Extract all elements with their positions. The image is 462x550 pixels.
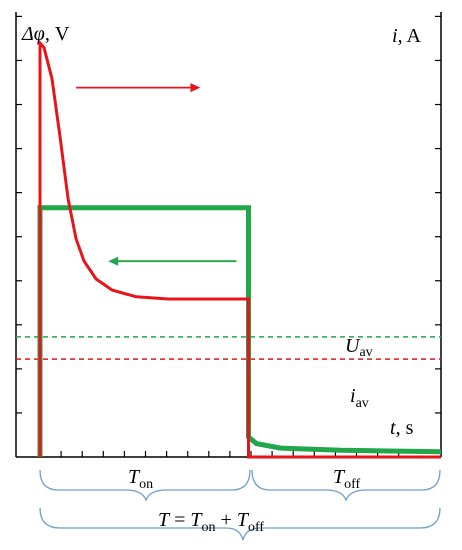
t-on-brace: [39, 469, 251, 502]
i-av-label: iav: [350, 385, 369, 411]
t-on-label: Ton: [128, 466, 153, 492]
x-axis-label: t, s: [390, 417, 414, 439]
current-direction-arrow: [108, 256, 237, 266]
total-period-label: T = Ton + Toff: [158, 509, 264, 535]
current-series-line: [37, 205, 442, 457]
total-period-brace: [39, 507, 441, 541]
potential-arrow-head: [190, 83, 201, 93]
current-arrow-head: [108, 256, 119, 266]
axes: [15, 12, 442, 458]
tick-marks: [16, 15, 441, 457]
braces: [39, 469, 441, 541]
y-right-axis-label: i, A: [392, 25, 421, 47]
y-left-axis-label: Δφ, V: [21, 23, 70, 45]
potential-series-line: [38, 39, 441, 459]
potential-direction-arrow: [76, 83, 201, 93]
t-off-brace: [251, 469, 441, 502]
u-av-label: Uav: [345, 335, 373, 360]
t-off-label: Toff: [333, 466, 361, 492]
